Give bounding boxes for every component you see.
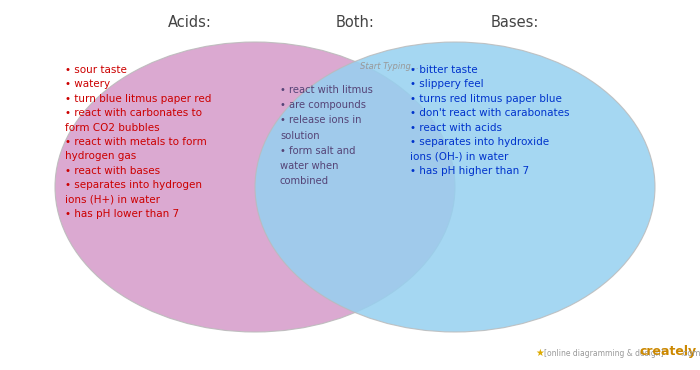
Text: ★: ★ [535, 348, 544, 358]
Text: Acids:: Acids: [168, 15, 212, 30]
Ellipse shape [255, 42, 655, 332]
Text: Both:: Both: [335, 15, 375, 30]
Text: .com: .com [680, 349, 700, 358]
Ellipse shape [55, 42, 455, 332]
Text: creately: creately [640, 345, 697, 358]
Text: Bases:: Bases: [491, 15, 539, 30]
Text: [online diagramming & design]: [online diagramming & design] [544, 349, 664, 358]
Text: Start Typing...: Start Typing... [360, 62, 419, 71]
Text: • sour taste
• watery
• turn blue litmus paper red
• react with carbonates to
fo: • sour taste • watery • turn blue litmus… [65, 65, 211, 219]
Text: • react with litmus
• are compounds
• release ions in
solution
• form salt and
w: • react with litmus • are compounds • re… [280, 85, 373, 186]
Text: • bitter taste
• slippery feel
• turns red litmus paper blue
• don't react with : • bitter taste • slippery feel • turns r… [410, 65, 570, 176]
